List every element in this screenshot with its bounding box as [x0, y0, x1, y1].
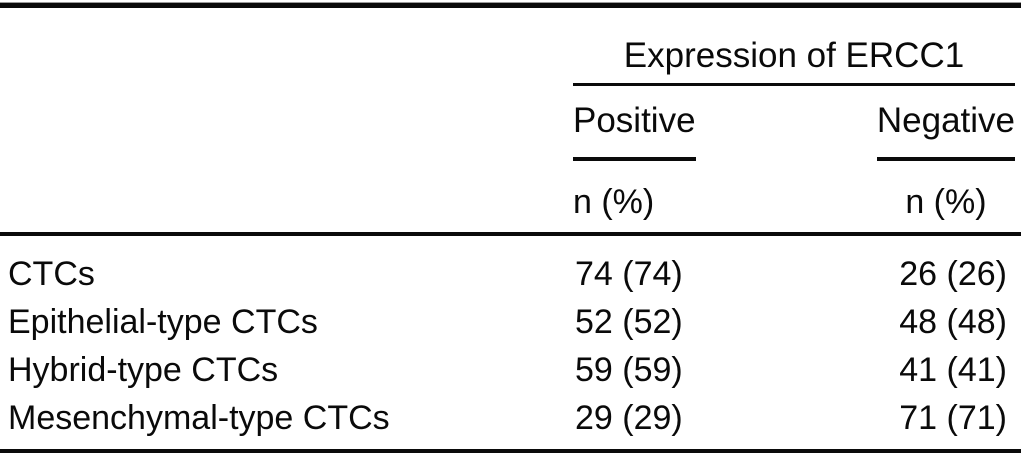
column-subheader-negative: n (%) — [905, 183, 987, 221]
top-rule-highlight — [0, 2, 1021, 3]
cell-positive: 74 (74) — [575, 255, 683, 293]
row-label: CTCs — [8, 255, 95, 293]
row-label: Mesenchymal-type CTCs — [8, 399, 390, 437]
table-row: CTCs 74 (74) 26 (26) — [0, 250, 1021, 298]
bottom-rule — [0, 449, 1021, 453]
table-body: CTCs 74 (74) 26 (26) Epithelial-type CTC… — [0, 250, 1021, 442]
column-subheader-positive: n (%) — [573, 183, 655, 221]
column-header-positive: Positive n (%) — [573, 103, 696, 219]
column-header-positive-label: Positive — [573, 103, 696, 161]
cell-negative: 71 (71) — [899, 399, 1007, 437]
row-label: Hybrid-type CTCs — [8, 351, 279, 389]
cell-positive: 29 (29) — [575, 399, 683, 437]
table-row: Mesenchymal-type CTCs 29 (29) 71 (71) — [0, 394, 1021, 442]
column-header-negative-label: Negative — [876, 103, 1015, 161]
spanner-heading: Expression of ERCC1 — [573, 10, 1015, 86]
table-row: Epithelial-type CTCs 52 (52) 48 (48) — [0, 298, 1021, 346]
row-label: Epithelial-type CTCs — [8, 303, 318, 341]
header-body-rule — [0, 232, 1021, 236]
cell-negative: 41 (41) — [899, 351, 1007, 389]
column-header-negative: Negative n (%) — [876, 103, 1015, 221]
top-rule — [0, 3, 1021, 8]
cell-negative: 48 (48) — [899, 303, 1007, 341]
cell-negative: 26 (26) — [899, 255, 1007, 293]
table-row: Hybrid-type CTCs 59 (59) 41 (41) — [0, 346, 1021, 394]
cell-positive: 52 (52) — [575, 303, 683, 341]
cell-positive: 59 (59) — [575, 351, 683, 389]
